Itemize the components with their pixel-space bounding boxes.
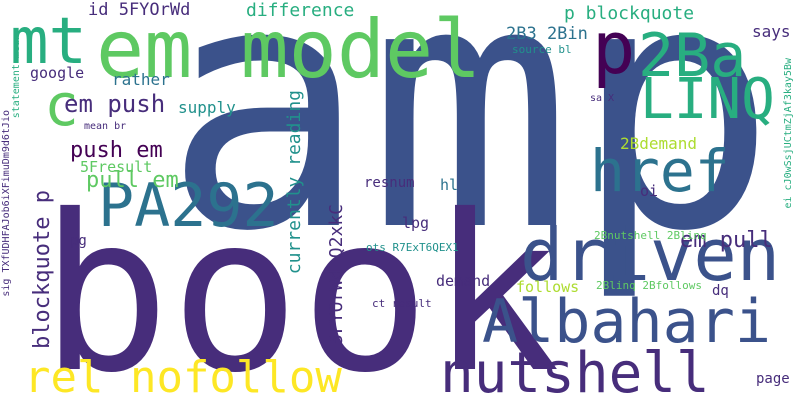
word-dq: dq: [712, 283, 729, 299]
word-pa292: PA292: [98, 171, 279, 241]
word-book: book: [40, 169, 561, 400]
word-ei-long: ei cJ0wSsjUCtmZjAf3kay5Bw: [783, 58, 794, 209]
word-em-pull: em pull: [680, 228, 773, 253]
word-em-push: em push: [64, 90, 166, 118]
word-says: says: [752, 22, 791, 41]
word-amp: amp: [163, 0, 778, 306]
word-resnum: resnum: [364, 175, 415, 191]
word-follows: follows: [516, 278, 580, 296]
word-id-5fyorwd: id 5FYOrWd: [88, 0, 191, 20]
word-hl: hl: [440, 176, 459, 194]
word-c: c: [44, 71, 79, 139]
word-mean-br: mean br: [84, 121, 127, 132]
word-2blinq-2bfollows: 2Blinq 2Bfollows: [596, 279, 702, 292]
word-5fresult: 5Fresult: [80, 158, 153, 176]
word-blockquote-p: blockquote p: [30, 190, 55, 349]
word-href: href: [590, 137, 730, 205]
word-ct-result: ct result: [372, 297, 432, 310]
word-pg: pg: [70, 233, 87, 249]
word-demand: demand: [436, 272, 491, 290]
word-push-em: push em: [70, 138, 163, 163]
word-2ba: 2Ba: [638, 21, 747, 91]
word-2bnutshell-2blinq: 2Bnutshell 2Blinq: [594, 229, 707, 242]
word-nutshell: nutshell: [440, 341, 710, 400]
word-ots-r7ext6qex1: ots R7ExT6QEX1: [366, 241, 459, 254]
word-driven: driven: [520, 213, 781, 297]
word-google: google: [30, 64, 85, 82]
word-rather: rather: [112, 70, 170, 89]
word-em-model: em model: [96, 3, 482, 96]
word-2b3-2bin: 2B3 2Bin: [506, 24, 588, 44]
word-albahari: Albahari: [482, 287, 771, 357]
word-linq: LINQ: [640, 67, 775, 132]
word-oi: oi: [640, 182, 659, 200]
word-page: page: [756, 371, 790, 387]
word-p-blockquote: p blockquote: [564, 3, 695, 24]
word-2bdemand: 2Bdemand: [620, 134, 698, 153]
word-sa-x: sa X: [590, 93, 615, 104]
word-mt: mt: [10, 5, 88, 79]
word-lpg: lpg: [402, 214, 430, 232]
word-supply: supply: [178, 98, 236, 117]
word-difference: difference: [246, 0, 355, 21]
word-p-large: p: [592, 6, 636, 90]
word-pull-em: pull em: [86, 168, 179, 193]
word-sig-long: sig TXfUDHFAJob6iXFimuDm9d6tJio: [1, 110, 12, 297]
word-rel-nofollow: rel nofollow: [24, 352, 342, 400]
word-currently-reading: currently reading: [284, 90, 305, 275]
word-statement-mean: statement mean: [11, 34, 22, 119]
word-source-bl: source bl: [512, 43, 572, 56]
word-5fyorwd-q2xkc: 5FYOrWd Q2xkC: [326, 204, 347, 345]
